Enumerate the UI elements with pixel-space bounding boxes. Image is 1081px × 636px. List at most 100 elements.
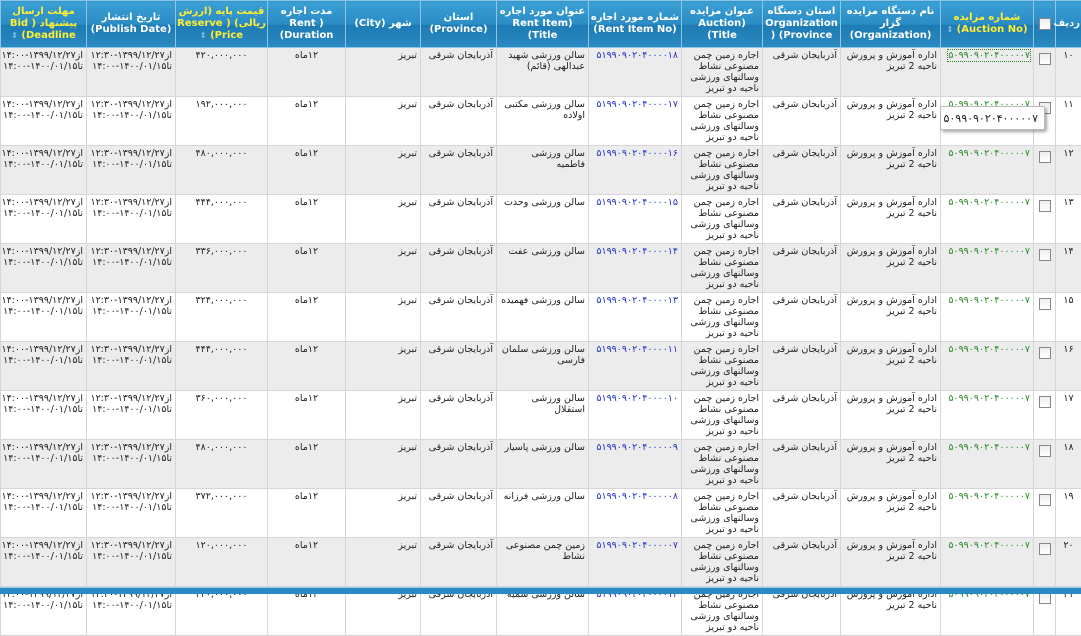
row-select[interactable] <box>1034 538 1056 587</box>
auction-no-link-text[interactable]: ۵۰۹۹۰۹۰۲۰۴۰۰۰۰۰۷ <box>948 540 1030 551</box>
province-text: آذربایجان شرقی <box>429 295 493 306</box>
rent-item-no-link[interactable]: ۵۱۹۹۰۹۰۲۰۴۰۰۰۰۱۷ <box>589 97 682 146</box>
duration: ۱۲ماه <box>268 195 346 244</box>
rent-item-no-link-text[interactable]: ۵۱۹۹۰۹۰۲۰۴۰۰۰۰۰۹ <box>596 442 678 453</box>
rent-item-no-link[interactable]: ۵۱۹۹۰۹۰۲۰۴۰۰۰۰۰۹ <box>589 440 682 489</box>
rent-item-no-link[interactable]: ۵۱۹۹۰۹۰۲۰۴۰۰۰۰۱۰ <box>589 391 682 440</box>
city: تبریز <box>346 440 421 489</box>
sort-icon[interactable]: ⇕ <box>11 31 18 40</box>
row-checkbox[interactable] <box>1039 200 1051 212</box>
auction-no-link[interactable]: ۵۰۹۹۰۹۰۲۰۴۰۰۰۰۰۷ <box>941 391 1034 440</box>
rent-item-title: سالن ورزشی شهید عبدالهی (قائم) <box>497 48 589 97</box>
select-all-checkbox[interactable] <box>1039 18 1051 30</box>
publish-line: تا۱۴۰۰/۰۱/۱۵-۱۴:۰۰ <box>90 159 172 170</box>
rent-item-no-link-text[interactable]: ۵۱۹۹۰۹۰۲۰۴۰۰۰۰۱۳ <box>596 295 678 306</box>
row-select[interactable] <box>1034 146 1056 195</box>
header-auction-no[interactable]: شماره مزایده (Auction No) ⇕ <box>941 1 1034 48</box>
rent-item-no-link-text[interactable]: ۵۱۹۹۰۹۰۲۰۴۰۰۰۰۱۰ <box>596 393 678 404</box>
header-price[interactable]: قیمت پایه (ارزش ریالی) ( Reserve (Price … <box>176 1 268 48</box>
row-checkbox[interactable] <box>1039 53 1051 65</box>
auction-no-link[interactable]: ۵۰۹۹۰۹۰۲۰۴۰۰۰۰۰۷ <box>941 48 1034 97</box>
rent-item-no-link[interactable]: ۵۱۹۹۰۹۰۲۰۴۰۰۰۰۱۸ <box>589 48 682 97</box>
rent-item-no-link-text[interactable]: ۵۱۹۹۰۹۰۲۰۴۰۰۰۰۱۶ <box>596 148 678 159</box>
row-checkbox[interactable] <box>1039 347 1051 359</box>
auction-no-link[interactable]: ۵۰۹۹۰۹۰۲۰۴۰۰۰۰۰۷ <box>941 244 1034 293</box>
row-select[interactable] <box>1034 440 1056 489</box>
rent-item-no-link-text[interactable]: ۵۱۹۹۰۹۰۲۰۴۰۰۰۰۱۵ <box>596 197 678 208</box>
auction-no-link-text[interactable]: ۵۰۹۹۰۹۰۲۰۴۰۰۰۰۰۷ <box>948 197 1030 208</box>
rent-item-no-link-text[interactable]: ۵۱۹۹۰۹۰۲۰۴۰۰۰۰۰۷ <box>596 540 678 551</box>
rent-item-no-link-text[interactable]: ۵۱۹۹۰۹۰۲۰۴۰۰۰۰۱۷ <box>596 99 678 110</box>
auction-no-link[interactable]: ۵۰۹۹۰۹۰۲۰۴۰۰۰۰۰۷ <box>941 440 1034 489</box>
horizontal-scrollbar[interactable] <box>0 587 1081 594</box>
sort-icon[interactable]: ⇕ <box>200 31 207 40</box>
rent-item-no-link-text[interactable]: ۵۱۹۹۰۹۰۲۰۴۰۰۰۰۱۸ <box>596 50 678 61</box>
rent-item-no-link[interactable]: ۵۱۹۹۰۹۰۲۰۴۰۰۰۰۰۷ <box>589 538 682 587</box>
row-select[interactable] <box>1034 195 1056 244</box>
auction-no-link[interactable]: ۵۰۹۹۰۹۰۲۰۴۰۰۰۰۰۷ <box>941 293 1034 342</box>
header-rent-item-no: شماره مورد اجاره (Rent Item No) <box>589 1 682 48</box>
publish-line: از۱۳۹۹/۱۲/۲۷-۱۲:۳۰ <box>90 50 172 61</box>
rent-item-no-link[interactable]: ۵۱۹۹۰۹۰۲۰۴۰۰۰۰۰۸ <box>589 489 682 538</box>
row-select[interactable] <box>1034 489 1056 538</box>
row-checkbox[interactable] <box>1039 543 1051 555</box>
auction-no-link[interactable]: ۵۰۹۹۰۹۰۲۰۴۰۰۰۰۰۷ <box>941 146 1034 195</box>
rent-item-title: سالن ورزشی عفت <box>497 244 589 293</box>
rent-item-no-link-text[interactable]: ۵۱۹۹۰۹۰۲۰۴۰۰۰۰۱۱ <box>596 344 678 355</box>
auction-no-link[interactable]: ۵۰۹۹۰۹۰۲۰۴۰۰۰۰۰۷ <box>941 489 1034 538</box>
auction-title-text: اجاره زمین چمن مصنوعی نشاط وسالنهای ورزش… <box>690 393 759 437</box>
row-checkbox[interactable] <box>1039 445 1051 457</box>
row-select[interactable] <box>1034 391 1056 440</box>
rent-item-no-link[interactable]: ۵۱۹۹۰۹۰۲۰۴۰۰۰۰۱۱ <box>589 342 682 391</box>
price: ۴۴۴,۰۰۰,۰۰۰ <box>176 195 268 244</box>
sort-icon[interactable]: ⇕ <box>946 25 953 34</box>
row-checkbox[interactable] <box>1039 396 1051 408</box>
publish-line: از۱۳۹۹/۱۲/۲۷-۱۲:۳۰ <box>90 540 172 551</box>
rent-item-no-link-text[interactable]: ۵۱۹۹۰۹۰۲۰۴۰۰۰۰۱۴ <box>596 246 678 257</box>
auction-no-link[interactable]: ۵۰۹۹۰۹۰۲۰۴۰۰۰۰۰۷ <box>941 195 1034 244</box>
row-checkbox[interactable] <box>1039 249 1051 261</box>
auction-no-link-text[interactable]: ۵۰۹۹۰۹۰۲۰۴۰۰۰۰۰۷ <box>948 295 1030 306</box>
auction-no-link-text[interactable]: ۵۰۹۹۰۹۰۲۰۴۰۰۰۰۰۷ <box>948 148 1030 159</box>
auction-no-link[interactable]: ۵۰۹۹۰۹۰۲۰۴۰۰۰۰۰۷ <box>941 342 1034 391</box>
duration-text: ۱۲ماه <box>295 50 318 61</box>
province: آذربایجان شرقی <box>421 342 497 391</box>
duration: ۱۲ماه <box>268 489 346 538</box>
province: آذربایجان شرقی <box>421 293 497 342</box>
rent-item-no-link[interactable]: ۵۱۹۹۰۹۰۲۰۴۰۰۰۰۱۴ <box>589 244 682 293</box>
province: آذربایجان شرقی <box>421 146 497 195</box>
rent-item-title-text: سالن ورزشی سلمان فارسی <box>502 344 585 366</box>
rent-item-no-link[interactable]: ۵۱۹۹۰۹۰۲۰۴۰۰۰۰۱۵ <box>589 195 682 244</box>
auction-title-text: اجاره زمین چمن مصنوعی نشاط وسالنهای ورزش… <box>690 197 759 241</box>
organization-text: اداره آموزش و پرورش ناحیه 2 تبریز <box>847 344 937 366</box>
auction-no-link[interactable]: ۵۰۹۹۰۹۰۲۰۴۰۰۰۰۰۷ <box>941 538 1034 587</box>
publish-line: تا۱۴۰۰/۰۱/۱۵-۱۴:۰۰ <box>90 453 172 464</box>
row-checkbox[interactable] <box>1039 494 1051 506</box>
header-select-all[interactable] <box>1034 1 1056 48</box>
row-select[interactable] <box>1034 293 1056 342</box>
row-checkbox[interactable] <box>1039 151 1051 163</box>
auction-no-link-text[interactable]: ۵۰۹۹۰۹۰۲۰۴۰۰۰۰۰۷ <box>948 344 1030 355</box>
row-select[interactable] <box>1034 244 1056 293</box>
province-text: آذربایجان شرقی <box>429 50 493 61</box>
auction-no-link-text[interactable]: ۵۰۹۹۰۹۰۲۰۴۰۰۰۰۰۷ <box>948 393 1030 404</box>
rent-item-no-link[interactable]: ۵۱۹۹۰۹۰۲۰۴۰۰۰۰۱۶ <box>589 146 682 195</box>
row-number-text: ۲۰ <box>1063 540 1073 551</box>
row-checkbox[interactable] <box>1039 298 1051 310</box>
auction-no-link-text[interactable]: ۵۰۹۹۰۹۰۲۰۴۰۰۰۰۰۷ <box>948 50 1030 61</box>
auction-no-link-text[interactable]: ۵۰۹۹۰۹۰۲۰۴۰۰۰۰۰۷ <box>948 442 1030 453</box>
row-select[interactable] <box>1034 48 1056 97</box>
header-deadline[interactable]: مهلت ارسال پیشنهاد ( Bid (Deadline ⇕ <box>1 1 87 48</box>
auction-no-link-text[interactable]: ۵۰۹۹۰۹۰۲۰۴۰۰۰۰۰۷ <box>948 246 1030 257</box>
organization: اداره آموزش و پرورش ناحیه 2 تبریز <box>841 48 941 97</box>
auction-no-link-text[interactable]: ۵۰۹۹۰۹۰۲۰۴۰۰۰۰۰۷ <box>948 491 1030 502</box>
rent-item-no-link-text[interactable]: ۵۱۹۹۰۹۰۲۰۴۰۰۰۰۰۸ <box>596 491 678 502</box>
rent-item-no-link[interactable]: ۵۱۹۹۰۹۰۲۰۴۰۰۰۰۱۳ <box>589 293 682 342</box>
city-text: تبریز <box>398 50 417 61</box>
row-select[interactable] <box>1034 342 1056 391</box>
